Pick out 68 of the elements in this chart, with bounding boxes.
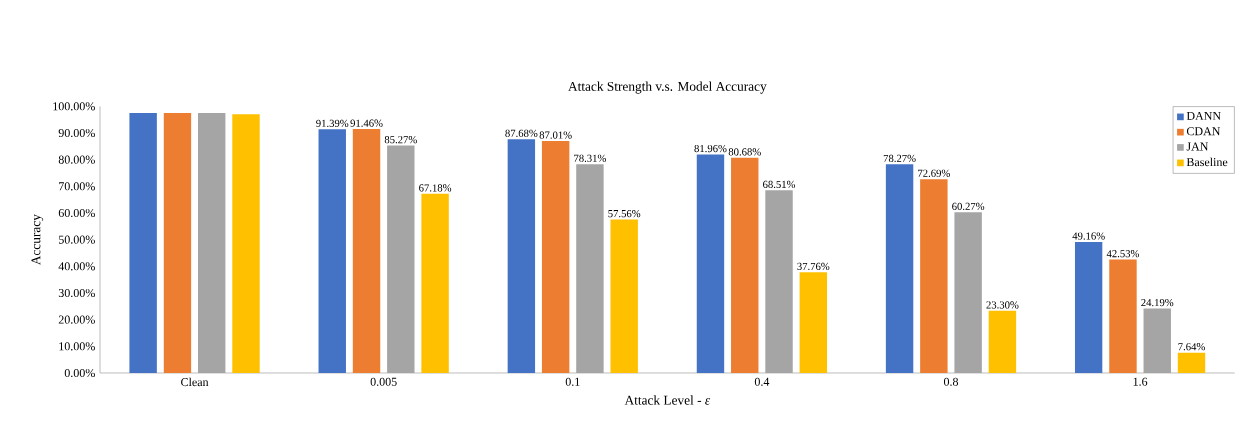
data-label: 37.76%	[797, 262, 830, 271]
bar	[765, 190, 793, 373]
bar	[507, 139, 536, 373]
bar	[1177, 352, 1206, 373]
data-label: 91.39%	[316, 119, 349, 128]
bar	[885, 164, 914, 373]
bar	[318, 129, 346, 373]
bar	[129, 113, 157, 373]
legend-label: CDAN	[1186, 127, 1221, 136]
bar	[988, 310, 1017, 373]
data-label: 78.31%	[574, 154, 606, 162]
data-label: 49.16%	[1072, 232, 1105, 240]
data-label: 24.19%	[1141, 298, 1174, 307]
y-tick-label: 100.00%	[53, 102, 95, 111]
data-label: 85.27%	[384, 136, 417, 144]
y-axis-title: Accuracy	[31, 214, 44, 266]
bar	[1143, 308, 1171, 373]
data-label: 87.01%	[539, 131, 572, 139]
bar	[920, 179, 948, 373]
legend-label: JAN	[1186, 142, 1209, 151]
chart-title: Attack Strength v.s. Model Accuracy	[568, 81, 767, 94]
bar	[610, 219, 638, 373]
data-label: 68.51%	[763, 180, 796, 189]
y-tick-label: 70.00%	[59, 182, 95, 191]
y-tick-label: 0.00%	[64, 368, 95, 378]
data-label: 67.18%	[419, 184, 452, 192]
y-tick-label: 60.00%	[58, 208, 95, 218]
y-tick-label: 30.00%	[58, 288, 95, 298]
data-label: 72.69%	[918, 169, 950, 177]
bar	[232, 114, 260, 373]
data-label: 80.68%	[728, 148, 761, 156]
bar	[731, 157, 759, 373]
x-tick-label: 0.1	[565, 377, 580, 386]
y-tick-label: 10.00%	[59, 342, 95, 351]
data-label: 57.56%	[608, 210, 641, 218]
bar	[1074, 241, 1103, 373]
data-label: 23.30%	[986, 301, 1019, 309]
data-label: 78.27%	[883, 154, 916, 163]
bar	[696, 154, 725, 373]
data-label: 81.96%	[694, 144, 727, 153]
y-tick-label: 90.00%	[58, 128, 95, 138]
data-label: 87.68%	[505, 129, 538, 137]
bar	[799, 272, 828, 373]
bar	[954, 212, 982, 373]
data-label: 91.46%	[350, 119, 383, 127]
bar	[576, 164, 604, 373]
y-tick-label: 50.00%	[58, 235, 95, 244]
y-tick-label: 40.00%	[58, 262, 95, 271]
x-tick-label: 0.005	[370, 377, 397, 386]
legend-label: DANN	[1186, 111, 1221, 120]
data-label: 42.53%	[1106, 250, 1140, 258]
bar	[541, 140, 570, 373]
data-label: 7.64%	[1178, 343, 1205, 351]
x-axis-title: Attack Level - ε	[624, 395, 711, 405]
x-tick-label: 1.6	[1133, 377, 1148, 386]
y-tick-label: 80.00%	[58, 155, 95, 164]
x-tick-label: 0.8	[943, 377, 959, 386]
legend-label: Baseline	[1186, 157, 1228, 167]
bar	[163, 113, 192, 373]
bar	[197, 113, 226, 373]
bar	[1109, 259, 1137, 373]
x-tick-label: Clean	[181, 377, 209, 387]
data-label: 60.27%	[952, 202, 985, 211]
bar	[387, 145, 415, 373]
y-tick-label: 20.00%	[58, 315, 95, 324]
bar	[421, 193, 449, 373]
bar	[352, 129, 381, 373]
x-tick-label: 0.4	[754, 377, 770, 386]
